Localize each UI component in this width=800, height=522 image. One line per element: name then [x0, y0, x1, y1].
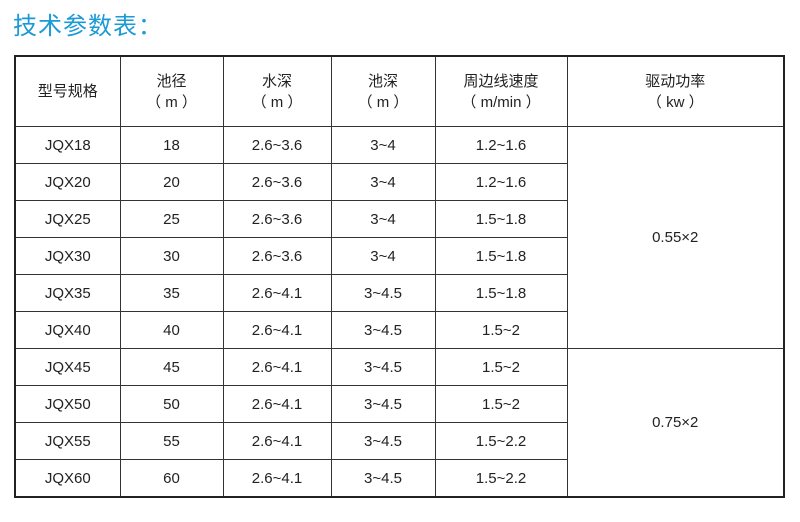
header-unit: （ m ）	[146, 93, 197, 111]
table-cell: JQX40	[14, 311, 121, 349]
table-cell: 20	[119, 163, 224, 201]
table-row: JQX30 30 2.6~3.6 3~4 1.5~1.8	[14, 237, 784, 275]
table-cell: 3~4.5	[330, 311, 436, 349]
table-cell: 1.2~1.6	[434, 163, 568, 201]
header-unit: （ m/min ）	[461, 93, 541, 111]
table-cell: JQX35	[14, 274, 121, 312]
header-label: 周边线速度	[463, 72, 539, 90]
table-cell: 25	[119, 200, 224, 238]
table-cell: 40	[119, 311, 224, 349]
table-cell: 2.6~4.1	[222, 311, 332, 349]
header-label: 型号规格	[37, 83, 98, 100]
header-label: 池深	[367, 72, 398, 90]
table-cell: 3~4.5	[330, 422, 436, 460]
table-row: JQX50 50 2.6~4.1 3~4.5 1.5~2	[14, 385, 784, 423]
table-cell: 1.5~2	[434, 311, 568, 349]
column-header: 周边线速度 （ m/min ）	[434, 55, 568, 127]
table-cell: 1.5~1.8	[434, 237, 568, 275]
table-cell: 1.5~2.2	[434, 459, 568, 498]
table-cell: 1.5~2	[434, 385, 568, 423]
column-header: 池深 （ m ）	[330, 55, 436, 127]
table-cell: 3~4	[330, 200, 436, 238]
table-cell: 2.6~3.6	[222, 200, 332, 238]
table-cell: 2.6~4.1	[222, 459, 332, 498]
parameter-table: 型号规格 池径 （ m ） 水深 （ m ） 池深 （ m ） 周边线速度 （ m/min ） 驱…	[14, 55, 785, 498]
table-cell: 1.5~2	[434, 348, 568, 386]
page-title: 技术参数表：	[13, 13, 163, 40]
table-cell: 3~4.5	[330, 348, 436, 386]
table-cell: JQX55	[14, 422, 121, 460]
column-header: 池径 （ m ）	[119, 55, 224, 127]
header-unit: （ m ）	[357, 93, 409, 111]
table-cell: 2.6~3.6	[222, 163, 332, 201]
header-unit: （ m ）	[251, 93, 303, 111]
table-cell: 2.6~4.1	[222, 422, 332, 460]
table-cell: 3~4	[330, 237, 436, 275]
table-row: JQX55 55 2.6~4.1 3~4.5 1.5~2.2	[14, 422, 784, 460]
table-cell: 60	[119, 459, 224, 498]
table-cell: 3~4	[330, 163, 436, 201]
header-row: 型号规格 池径 （ m ） 水深 （ m ） 池深 （ m ） 周边线速度 （ m/min ） 驱…	[14, 55, 785, 127]
table-cell: JQX50	[14, 385, 121, 423]
table-cell: 1.5~1.8	[434, 274, 568, 312]
table-cell: 3~4.5	[330, 385, 436, 423]
header-unit: （ kw ）	[646, 93, 704, 111]
table-cell: JQX18	[14, 126, 121, 164]
table-row: JQX35 35 2.6~4.1 3~4.5 1.5~1.8	[14, 274, 784, 312]
table-cell: 2.6~3.6	[222, 237, 332, 275]
table-cell: 3~4	[330, 126, 436, 164]
table-cell: 18	[119, 126, 224, 164]
table-body: JQX18 18 2.6~3.6 3~4 1.2~1.6 0.55×2 JQX20 20 2.6…	[14, 126, 785, 498]
table-row: JQX40 40 2.6~4.1 3~4.5 1.5~2	[14, 311, 784, 349]
column-header: 水深 （ m ）	[222, 55, 332, 127]
power-cell: 0.55×2	[566, 126, 785, 349]
table-cell: 2.6~3.6	[222, 126, 332, 164]
table-cell: 3~4.5	[330, 274, 436, 312]
table-row: JQX18 18 2.6~3.6 3~4 1.2~1.6 0.55×2	[14, 126, 785, 349]
table-cell: 1.5~1.8	[434, 200, 568, 238]
table-cell: JQX20	[14, 163, 121, 201]
table-cell: 35	[119, 274, 224, 312]
table-cell: 2.6~4.1	[222, 385, 332, 423]
table-row: JQX45 45 2.6~4.1 3~4.5 1.5~2 0.75×2	[14, 348, 785, 498]
table-cell: 45	[119, 348, 224, 386]
header-label: 驱动功率	[645, 72, 706, 90]
header-label: 池径	[156, 72, 187, 90]
table-row: JQX20 20 2.6~3.6 3~4 1.2~1.6	[14, 163, 784, 201]
table-cell: 3~4.5	[330, 459, 436, 498]
table-cell: 1.2~1.6	[434, 126, 568, 164]
table-row: JQX60 60 2.6~4.1 3~4.5 1.5~2.2	[14, 459, 784, 498]
table-cell: JQX60	[14, 459, 121, 498]
power-cell: 0.75×2	[566, 348, 785, 498]
table-cell: JQX45	[14, 348, 121, 386]
table-row: JQX25 25 2.6~3.6 3~4 1.5~1.8	[14, 200, 784, 238]
table-cell: JQX30	[14, 237, 121, 275]
column-header: 驱动功率 （ kw ）	[566, 55, 785, 127]
table-cell: 55	[119, 422, 224, 460]
column-header: 型号规格	[14, 55, 121, 127]
table-cell: 2.6~4.1	[222, 274, 332, 312]
table-cell: JQX25	[14, 200, 121, 238]
table-cell: 2.6~4.1	[222, 348, 332, 386]
table-cell: 30	[119, 237, 224, 275]
header-label: 水深	[261, 72, 292, 90]
table-cell: 1.5~2.2	[434, 422, 568, 460]
table-cell: 50	[119, 385, 224, 423]
